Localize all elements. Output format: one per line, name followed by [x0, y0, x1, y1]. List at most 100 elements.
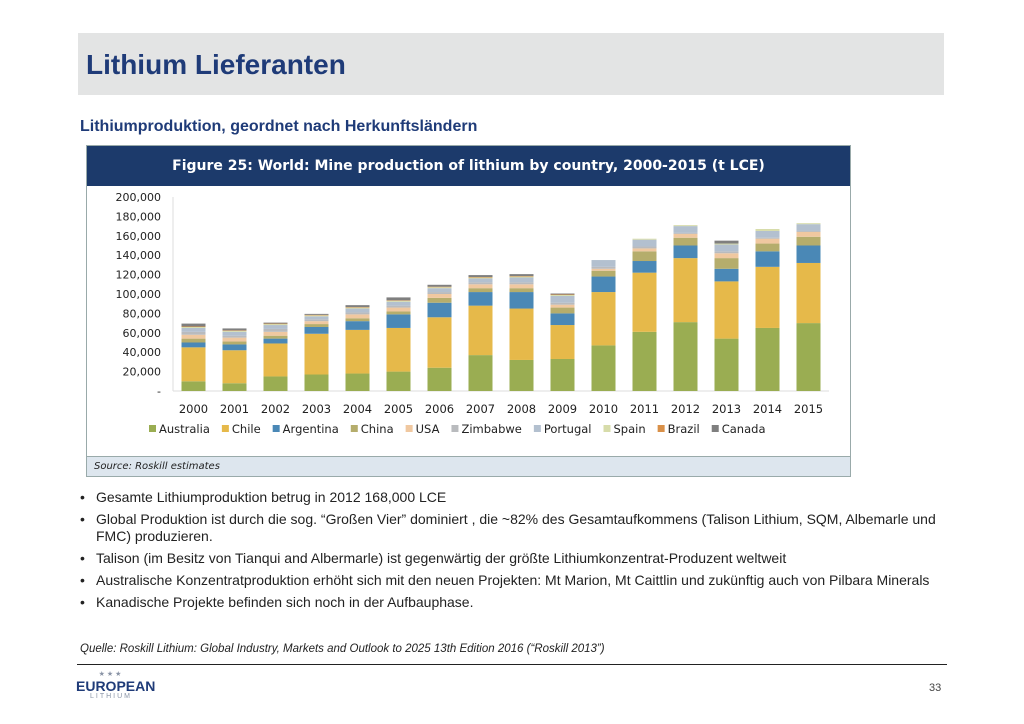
x-tick-label: 2005 — [384, 402, 413, 416]
bar-segment-china-2014 — [755, 243, 780, 252]
bar-segment-australia-2004 — [345, 373, 370, 391]
legend-label-china: China — [361, 422, 394, 436]
bar-segment-chile-2009 — [550, 325, 575, 359]
x-tick-label: 2011 — [630, 402, 659, 416]
bar-segment-australia-2011 — [632, 331, 657, 391]
y-tick-label: 60,000 — [123, 327, 162, 340]
bar-segment-usa-2015 — [796, 231, 821, 237]
bar-segment-spain-2000 — [181, 326, 206, 328]
legend-swatch-canada — [711, 425, 719, 432]
bullet-item: Global Produktion ist durch die sog. “Gr… — [80, 511, 950, 545]
bar-segment-china-2007 — [468, 288, 493, 293]
bar-segment-china-2003 — [304, 324, 329, 327]
bar-segment-portugal-2008 — [509, 277, 534, 283]
bar-segment-china-2011 — [632, 251, 657, 262]
source-citation: Quelle: Roskill Lithium: Global Industry… — [80, 643, 605, 655]
bullet-list: Gesamte Lithiumproduktion betrug in 2012… — [80, 489, 950, 616]
bar-segment-chile-2007 — [468, 305, 493, 356]
bar-segment-australia-2014 — [755, 327, 780, 391]
y-tick-label: 180,000 — [116, 210, 162, 223]
bar-segment-usa-2002 — [263, 331, 288, 336]
bar-segment-argentina-2005 — [386, 314, 411, 328]
chart-title: Figure 25: World: Mine production of lit… — [87, 146, 850, 186]
bar-segment-chile-2014 — [755, 266, 780, 328]
bar-segment-australia-2015 — [796, 323, 821, 391]
bar-segment-zimbabwe-2004 — [345, 312, 370, 315]
x-tick-label: 2015 — [794, 402, 823, 416]
bar-segment-usa-2011 — [632, 248, 657, 252]
bar-segment-spain-2008 — [509, 276, 534, 278]
bar-segment-argentina-2012 — [673, 245, 698, 259]
x-tick-label: 2009 — [548, 402, 577, 416]
bar-segment-zimbabwe-2009 — [550, 302, 575, 305]
bar-segment-zimbabwe-2002 — [263, 328, 288, 332]
x-tick-label: 2002 — [261, 402, 290, 416]
legend-label-zimbabwe: Zimbabwe — [461, 422, 521, 436]
stacked-bar-chart: - 20,000 40,000 60,000 80,000 100,000 120,000 1… — [116, 191, 829, 436]
x-tick-label: 2001 — [220, 402, 249, 416]
bar-segment-china-2001 — [222, 341, 247, 345]
legend-label-spain: Spain — [614, 422, 646, 436]
bullet-item: Kanadische Projekte befinden sich noch i… — [80, 594, 950, 611]
bar-segment-spain-2014 — [755, 229, 780, 231]
bar-segment-portugal-2002 — [263, 325, 288, 329]
bar-segment-china-2006 — [427, 297, 452, 303]
bullet-item: Gesamte Lithiumproduktion betrug in 2012… — [80, 489, 950, 506]
x-tick-label: 2010 — [589, 402, 618, 416]
y-tick-label: 200,000 — [116, 191, 162, 204]
legend-swatch-spain — [603, 425, 611, 432]
bar-segment-usa-2010 — [591, 268, 616, 271]
bar-segment-china-2015 — [796, 236, 821, 246]
bar-segment-argentina-2007 — [468, 292, 493, 306]
bar-segment-chile-2003 — [304, 333, 329, 375]
bar-segment-china-2005 — [386, 311, 411, 315]
legend-swatch-australia — [149, 425, 156, 432]
bar-segment-canada-2003 — [304, 313, 329, 315]
bar-segment-argentina-2009 — [550, 313, 575, 326]
bar-segment-argentina-2014 — [755, 251, 780, 267]
bar-segment-canada-2009 — [550, 293, 575, 295]
x-tick-label: 2008 — [507, 402, 536, 416]
bar-segment-australia-2012 — [673, 322, 698, 391]
bar-segment-chile-2002 — [263, 343, 288, 377]
bar-segment-zimbabwe-2011 — [632, 246, 657, 249]
y-tick-label: 100,000 — [116, 288, 162, 301]
bar-segment-canada-2001 — [222, 328, 247, 331]
legend-label-chile: Chile — [232, 422, 261, 436]
logo-sub-text: LITHIUM — [90, 693, 132, 700]
legend-label-brazil: Brazil — [668, 422, 700, 436]
bar-segment-canada-2006 — [427, 284, 452, 287]
legend-label-australia: Australia — [159, 422, 210, 436]
bar-segment-argentina-2010 — [591, 276, 616, 293]
slide-subtitle: Lithiumproduktion, geordnet nach Herkunf… — [80, 118, 478, 135]
bar-segment-canada-2002 — [263, 322, 288, 324]
footer-divider — [77, 664, 947, 665]
bar-segment-zimbabwe-2006 — [427, 292, 452, 294]
legend-swatch-usa — [405, 425, 413, 432]
bar-segment-argentina-2001 — [222, 344, 247, 351]
x-tick-label: 2006 — [425, 402, 454, 416]
bar-segment-china-2009 — [550, 307, 575, 314]
bar-segment-zimbabwe-2013 — [714, 251, 739, 254]
bar-segment-spain-2006 — [427, 287, 452, 289]
bullet-item: Talison (im Besitz von Tianqui and Alber… — [80, 550, 950, 567]
bar-segment-zimbabwe-2012 — [673, 232, 698, 234]
legend-swatch-zimbabwe — [451, 425, 459, 432]
bar-segment-chile-2000 — [181, 347, 206, 382]
bar-segment-china-2012 — [673, 237, 698, 246]
bar-segment-argentina-2004 — [345, 321, 370, 330]
bar-segment-spain-2005 — [386, 300, 411, 302]
bar-segment-portugal-2007 — [468, 278, 493, 283]
bar-segment-zimbabwe-2007 — [468, 282, 493, 285]
bar-segment-australia-2008 — [509, 359, 534, 391]
y-tick-label: 40,000 — [123, 346, 162, 359]
bar-segment-chile-2011 — [632, 272, 657, 332]
bar-segment-canada-2000 — [181, 323, 206, 327]
legend-swatch-chile — [221, 425, 229, 432]
bar-segment-china-2008 — [509, 288, 534, 293]
bar-segment-argentina-2015 — [796, 245, 821, 263]
bar-segment-china-2002 — [263, 335, 288, 339]
bar-segment-usa-2004 — [345, 314, 370, 319]
bar-segment-portugal-2012 — [673, 226, 698, 233]
bar-segment-canada-2005 — [386, 297, 411, 301]
